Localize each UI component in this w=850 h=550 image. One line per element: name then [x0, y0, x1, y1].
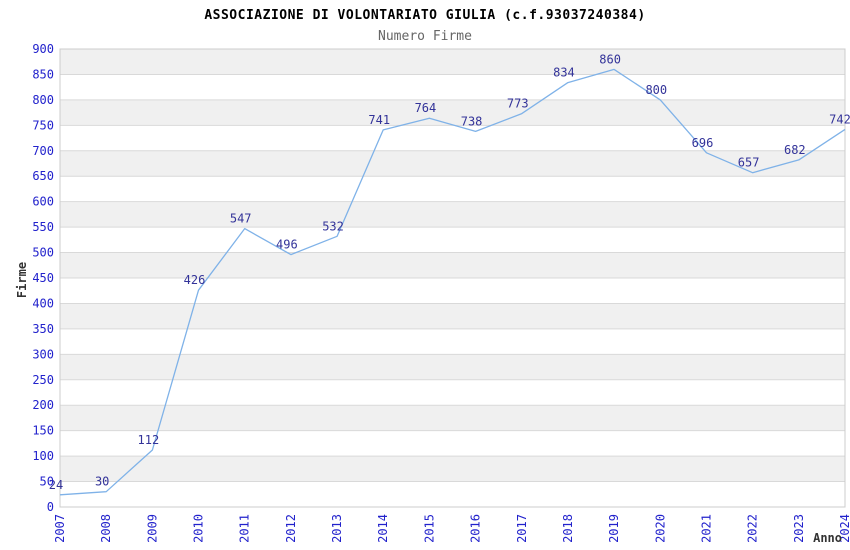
data-point-label: 738	[461, 114, 483, 128]
grid-band	[60, 201, 845, 228]
y-tick-label: 500	[32, 246, 54, 260]
y-tick-label: 0	[47, 500, 54, 514]
x-tick-label: 2024	[838, 514, 850, 543]
data-point-label: 112	[138, 433, 160, 447]
data-point-label: 696	[692, 136, 714, 150]
y-axis-title: Firme	[15, 262, 29, 298]
x-tick-label: 2017	[515, 514, 529, 543]
y-tick-label: 650	[32, 169, 54, 183]
data-point-label: 496	[276, 238, 298, 252]
grid-band	[60, 49, 845, 75]
data-point-label: 834	[553, 66, 575, 80]
x-tick-label: 2015	[422, 514, 436, 543]
data-point-label: 547	[230, 212, 252, 226]
data-point-label: 657	[738, 156, 760, 170]
x-axis-title: Anno	[813, 531, 842, 545]
x-tick-label: 2011	[238, 514, 252, 543]
x-tick-label: 2019	[607, 514, 621, 543]
y-tick-label: 550	[32, 220, 54, 234]
grid-band	[60, 456, 845, 482]
y-tick-label: 50	[40, 475, 54, 489]
data-point-label: 24	[49, 478, 63, 492]
grid-band	[60, 252, 845, 278]
data-point-label: 741	[368, 113, 390, 127]
y-tick-label: 600	[32, 195, 54, 209]
y-tick-label: 400	[32, 296, 54, 310]
chart-subtitle: Numero Firme	[378, 29, 472, 44]
y-tick-label: 300	[32, 347, 54, 361]
x-tick-label: 2010	[192, 514, 206, 543]
data-point-label: 860	[599, 52, 621, 66]
grid-band	[60, 405, 845, 431]
x-tick-label: 2013	[330, 514, 344, 543]
y-tick-label: 100	[32, 449, 54, 463]
x-tick-label: 2012	[284, 514, 298, 543]
series-line	[59, 68, 846, 496]
y-tick-label: 450	[32, 271, 54, 285]
x-tick-label: 2014	[376, 514, 390, 543]
y-tick-label: 800	[32, 93, 54, 107]
y-tick-label: 750	[32, 118, 54, 132]
data-point-label: 426	[184, 273, 206, 287]
grid-band	[60, 354, 845, 380]
x-tick-label: 2008	[99, 514, 113, 543]
x-tick-label: 2020	[653, 514, 667, 543]
grid-band	[60, 99, 845, 126]
y-tick-label: 200	[32, 398, 54, 412]
grid-band	[60, 303, 845, 329]
data-point-label: 773	[507, 97, 529, 111]
plot-border	[59, 48, 846, 508]
data-point-label: 742	[829, 112, 850, 126]
y-tick-label: 700	[32, 144, 54, 158]
y-tick-label: 250	[32, 373, 54, 387]
y-tick-label: 150	[32, 424, 54, 438]
y-tick-label: 850	[32, 67, 54, 81]
y-tick-label: 350	[32, 322, 54, 336]
x-tick-label: 2023	[792, 514, 806, 543]
x-tick-label: 2018	[561, 514, 575, 543]
data-point-label: 800	[645, 83, 667, 97]
data-point-label: 30	[95, 475, 109, 489]
grid-band	[60, 150, 845, 177]
chart-title: ASSOCIAZIONE DI VOLONTARIATO GIULIA (c.f…	[204, 8, 646, 23]
x-tick-label: 2022	[746, 514, 760, 543]
x-tick-label: 2007	[53, 514, 67, 543]
x-tick-label: 2016	[469, 514, 483, 543]
data-point-label: 764	[415, 101, 437, 115]
data-point-label: 532	[322, 219, 344, 233]
y-tick-label: 900	[32, 42, 54, 56]
data-point-label: 682	[784, 143, 806, 157]
x-tick-label: 2009	[145, 514, 159, 543]
x-tick-label: 2021	[699, 514, 713, 543]
